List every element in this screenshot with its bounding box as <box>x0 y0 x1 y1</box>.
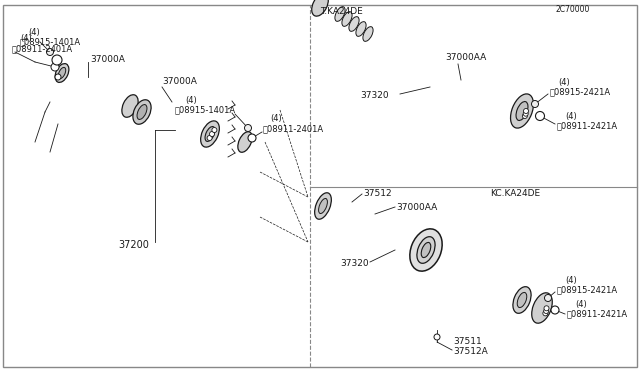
Polygon shape <box>335 12 524 114</box>
Ellipse shape <box>342 12 352 26</box>
Circle shape <box>545 295 552 301</box>
Text: ⓜ08915-2421A: ⓜ08915-2421A <box>550 87 611 96</box>
Ellipse shape <box>511 94 534 128</box>
Text: 37320: 37320 <box>360 92 388 100</box>
Circle shape <box>209 131 214 137</box>
Ellipse shape <box>421 243 431 257</box>
Circle shape <box>244 125 252 131</box>
Text: 37000A: 37000A <box>162 77 197 87</box>
Ellipse shape <box>137 105 147 119</box>
Ellipse shape <box>238 132 252 152</box>
Text: ⓝ08911-2401A: ⓝ08911-2401A <box>263 125 324 134</box>
Ellipse shape <box>58 67 66 78</box>
Ellipse shape <box>319 199 328 214</box>
Text: ⓝ08911-2421A: ⓝ08911-2421A <box>557 122 618 131</box>
Polygon shape <box>148 106 209 137</box>
Text: (4): (4) <box>28 28 40 36</box>
Ellipse shape <box>201 121 220 147</box>
Polygon shape <box>215 129 242 144</box>
Circle shape <box>551 306 559 314</box>
Polygon shape <box>175 92 232 164</box>
Ellipse shape <box>205 126 215 141</box>
Circle shape <box>51 63 59 71</box>
Ellipse shape <box>363 27 373 41</box>
Ellipse shape <box>315 193 332 219</box>
Ellipse shape <box>417 237 435 263</box>
Text: T.KA24DE: T.KA24DE <box>320 7 363 16</box>
Ellipse shape <box>335 7 345 21</box>
Circle shape <box>543 311 548 316</box>
Text: (4): (4) <box>558 77 570 87</box>
Ellipse shape <box>55 64 69 83</box>
Text: 37000AA: 37000AA <box>396 202 437 212</box>
Ellipse shape <box>356 22 366 36</box>
Text: (4): (4) <box>575 299 587 308</box>
Ellipse shape <box>517 292 527 308</box>
Text: 37511: 37511 <box>453 337 482 346</box>
Circle shape <box>544 306 549 311</box>
Circle shape <box>47 48 54 55</box>
Polygon shape <box>325 202 423 252</box>
Ellipse shape <box>410 229 442 271</box>
Circle shape <box>212 128 217 132</box>
Circle shape <box>543 308 548 314</box>
Polygon shape <box>18 72 115 187</box>
Text: ⓜ08915-2421A: ⓜ08915-2421A <box>557 285 618 295</box>
Circle shape <box>434 334 440 340</box>
Ellipse shape <box>516 102 528 121</box>
Circle shape <box>524 109 529 113</box>
Polygon shape <box>315 1 340 18</box>
Polygon shape <box>455 74 467 87</box>
Circle shape <box>52 55 62 65</box>
Polygon shape <box>370 210 382 222</box>
Circle shape <box>524 111 528 116</box>
Text: ⓜ08915-1401A: ⓜ08915-1401A <box>20 38 81 46</box>
Text: (4): (4) <box>185 96 196 105</box>
Circle shape <box>55 74 61 80</box>
Text: ⓝ08911-2401A: ⓝ08911-2401A <box>12 45 73 54</box>
Ellipse shape <box>349 17 359 31</box>
Polygon shape <box>422 310 453 337</box>
Circle shape <box>536 112 545 121</box>
Circle shape <box>522 113 527 119</box>
Ellipse shape <box>122 95 138 117</box>
Circle shape <box>207 135 212 141</box>
Text: 37320: 37320 <box>340 260 369 269</box>
Text: (4): (4) <box>20 35 32 44</box>
Text: ⓝ08911-2421A: ⓝ08911-2421A <box>567 310 628 318</box>
Text: 2C70000: 2C70000 <box>556 4 590 13</box>
Ellipse shape <box>312 0 328 16</box>
Text: KC.KA24DE: KC.KA24DE <box>490 189 540 199</box>
Ellipse shape <box>532 293 552 323</box>
Circle shape <box>248 134 256 142</box>
Text: ⓜ08915-1401A: ⓜ08915-1401A <box>175 106 236 115</box>
Text: 37512: 37512 <box>363 189 392 199</box>
Polygon shape <box>432 256 523 302</box>
Ellipse shape <box>133 100 151 124</box>
Text: (4): (4) <box>565 112 577 121</box>
Text: 37000AA: 37000AA <box>445 52 486 61</box>
Ellipse shape <box>513 287 531 313</box>
Text: 37000A: 37000A <box>90 55 125 64</box>
Text: (4): (4) <box>270 115 282 124</box>
Text: 37512A: 37512A <box>453 347 488 356</box>
Circle shape <box>531 100 538 108</box>
Text: (4): (4) <box>565 276 577 285</box>
Polygon shape <box>60 69 135 110</box>
Text: 37200: 37200 <box>118 240 149 250</box>
Polygon shape <box>345 197 357 209</box>
